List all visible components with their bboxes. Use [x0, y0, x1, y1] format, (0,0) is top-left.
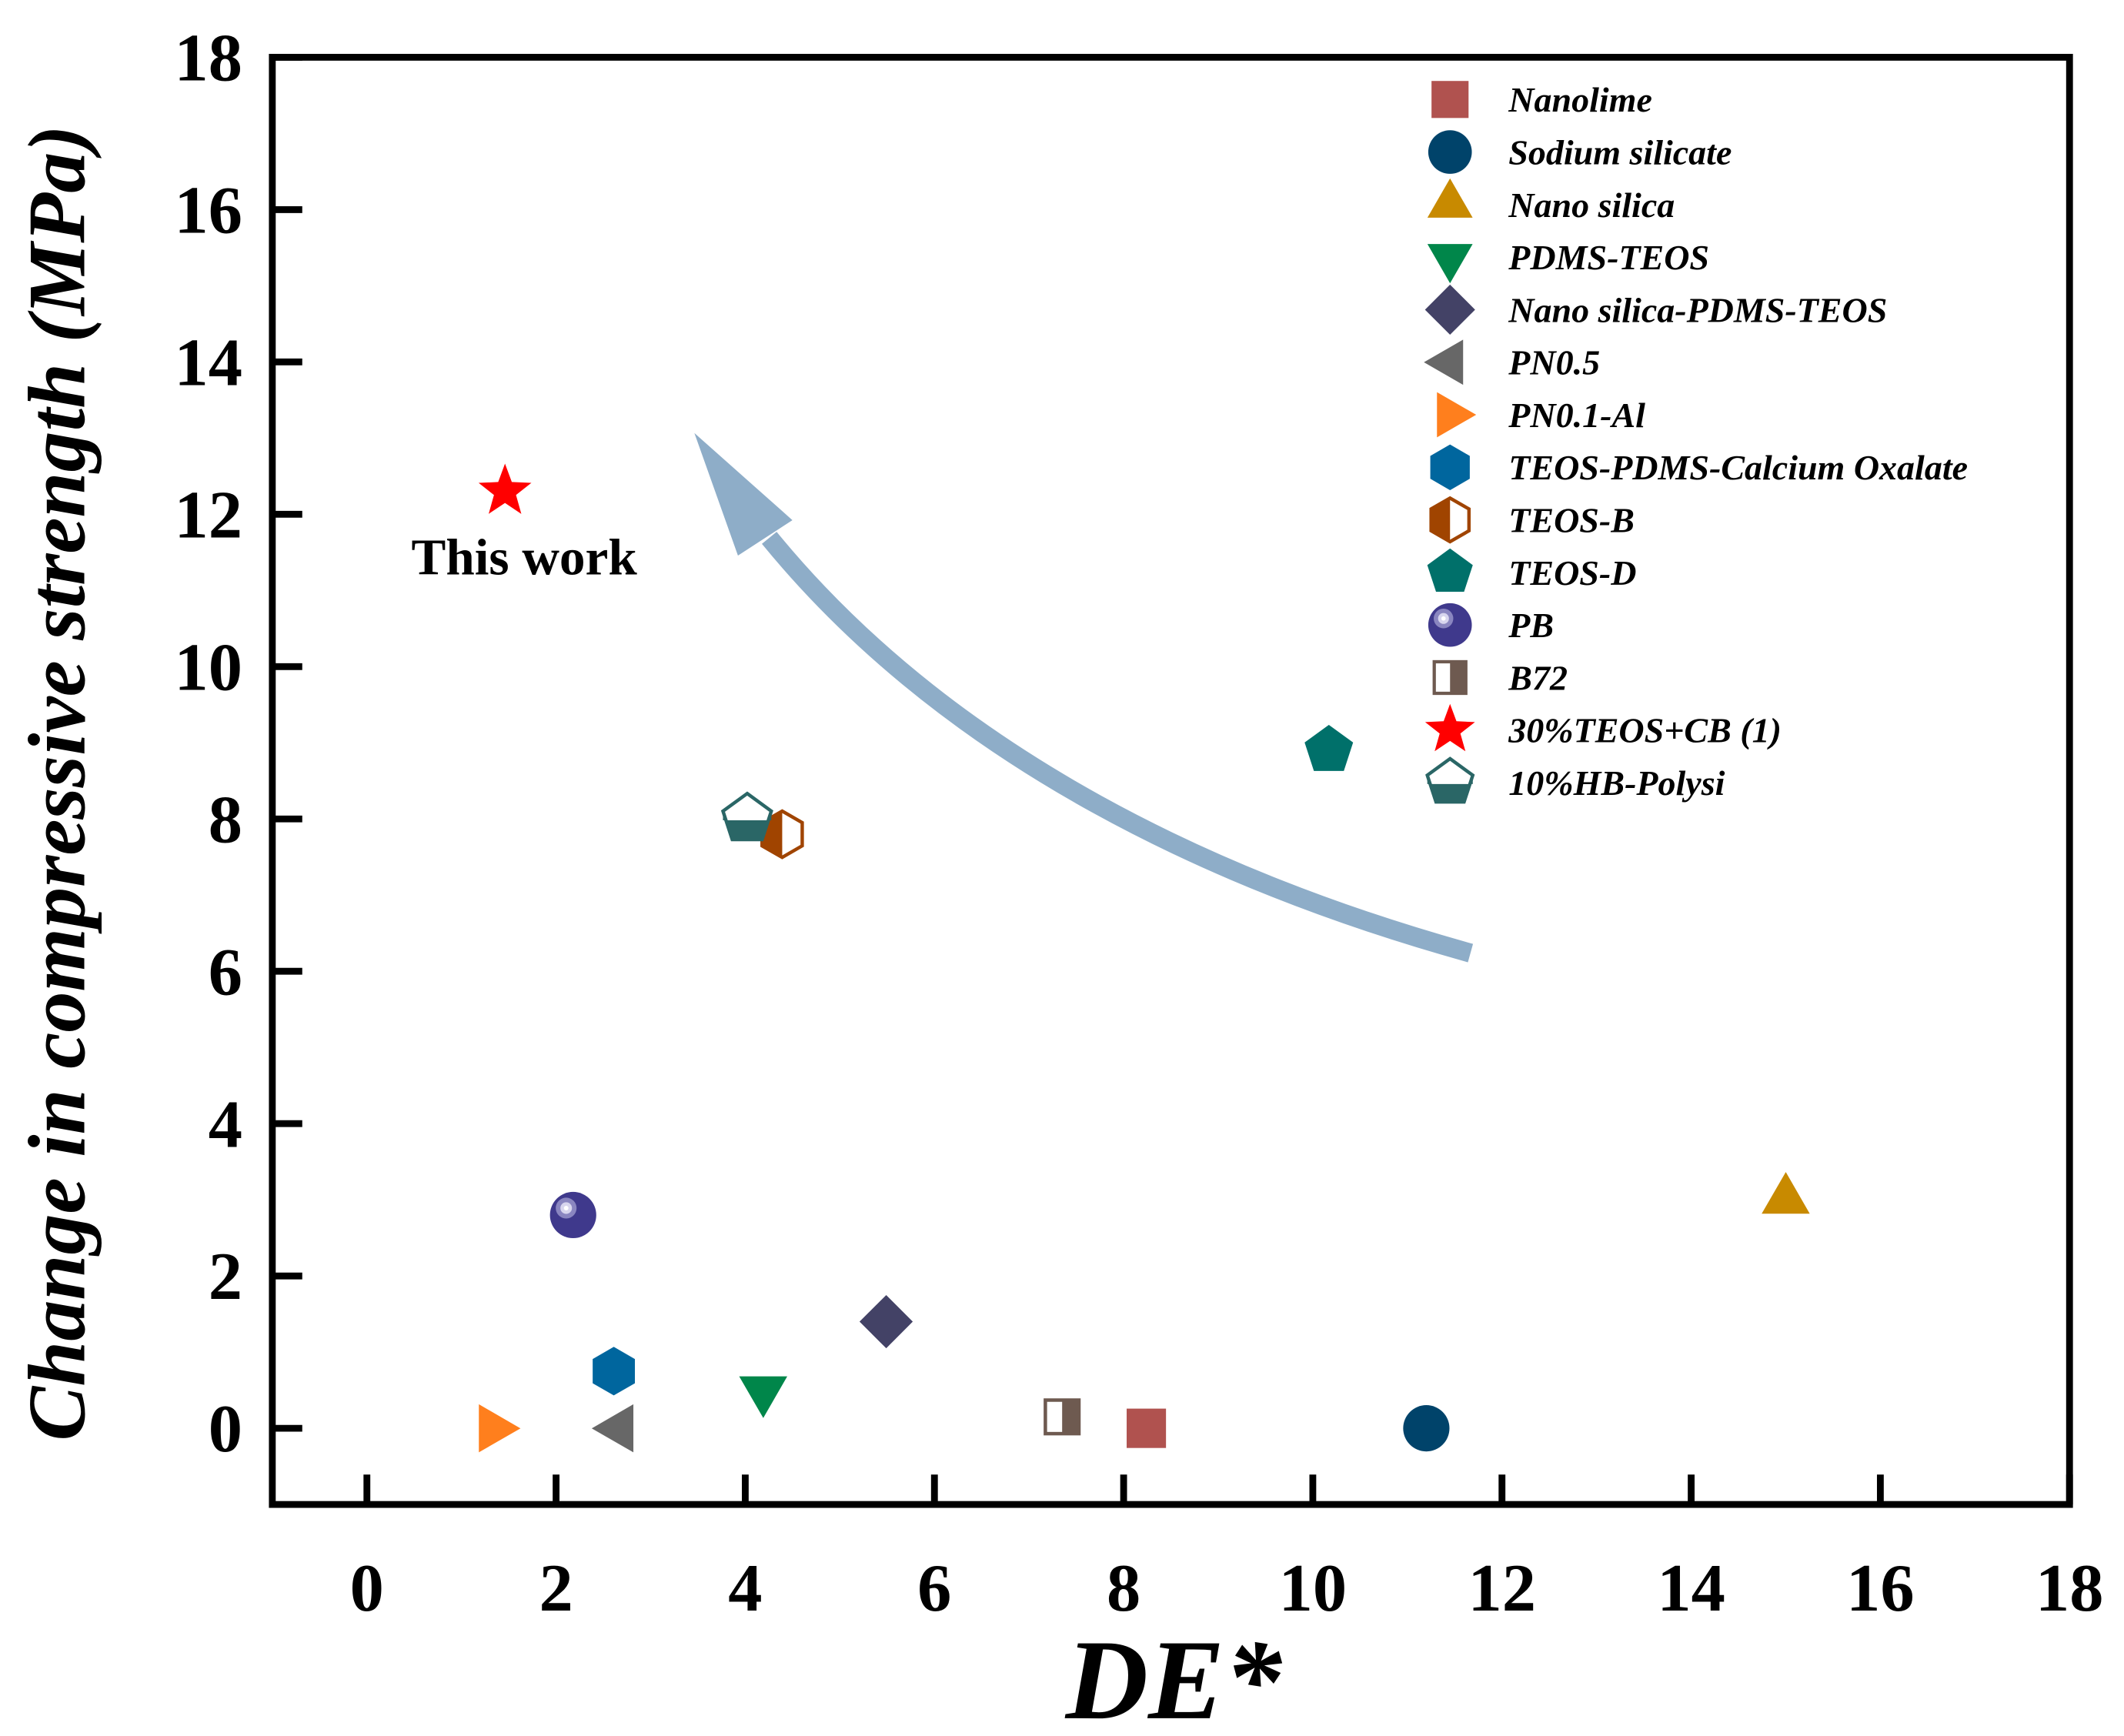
- pdms-teos-marker: [739, 1376, 787, 1418]
- pn0-1-al-marker: [479, 1404, 521, 1453]
- legend-label: PN0.1-Al: [1508, 396, 1645, 435]
- nano-silica-marker: [1427, 178, 1473, 218]
- x-tick-label: 8: [1107, 1551, 1140, 1626]
- y-tick-label: 12: [174, 477, 242, 553]
- nano-silica-pdms-teos-marker: [859, 1295, 913, 1349]
- trend-arrow-shaft: [762, 532, 1474, 963]
- legend-label: B72: [1508, 658, 1568, 697]
- b72-marker: [1432, 659, 1468, 696]
- legend-label: TEOS-D: [1508, 553, 1636, 593]
- nano-silica-marker: [1762, 1172, 1810, 1214]
- nano-silica-pdms-teos-marker: [1424, 284, 1475, 335]
- nanolime-marker: [1127, 1408, 1167, 1448]
- y-tick-label: 16: [174, 172, 242, 248]
- legend-label: PDMS-TEOS: [1508, 238, 1709, 277]
- legend-item: PN0.5: [1424, 339, 1600, 386]
- legend-label: Nano silica: [1508, 185, 1675, 225]
- legend-item: TEOS-PDMS-Calcium Oxalate: [1430, 444, 1968, 491]
- 30-teos-cb-1--marker: [478, 463, 532, 514]
- y-tick-label: 2: [209, 1239, 242, 1314]
- x-tick-label: 18: [2036, 1551, 2103, 1626]
- sodium-silicate-marker: [1403, 1405, 1450, 1452]
- teos-pdms-calcium-oxalate-marker: [1430, 444, 1470, 491]
- pn0-1-al-marker: [1437, 392, 1477, 438]
- x-tick-label: 14: [1657, 1551, 1725, 1626]
- legend-item: Nano silica-PDMS-TEOS: [1424, 284, 1887, 335]
- annotation-this-work: This work: [412, 529, 638, 586]
- legend-item: PB: [1428, 603, 1554, 647]
- x-tick-label: 16: [1846, 1551, 1914, 1626]
- teos-b-marker: [1429, 496, 1471, 544]
- x-tick-label: 2: [539, 1551, 573, 1626]
- plot-frame: [269, 54, 2073, 1508]
- x-axis-label: DE*: [1064, 1617, 1283, 1736]
- 10-hb-polysi-marker: [720, 791, 773, 842]
- legend: Nanolime Sodium silicate Nano silica PDMS-T…: [1424, 80, 1968, 804]
- x-tick-label: 10: [1279, 1551, 1347, 1626]
- legend-item: 10%HB-Polysi: [1425, 756, 1725, 804]
- pdms-teos-marker: [1427, 244, 1473, 284]
- y-tick-label: 18: [174, 21, 242, 96]
- legend-item: Nanolime: [1431, 80, 1652, 119]
- x-tick-label: 6: [917, 1551, 951, 1626]
- legend-item: B72: [1432, 658, 1568, 697]
- legend-label: Nanolime: [1508, 80, 1652, 119]
- axis-ticks: 0 2 4 6 8 10 12 14 16 18 0 2 4 6 8 10 12 14 16 18: [174, 21, 2103, 1627]
- legend-item: TEOS-D: [1427, 548, 1636, 593]
- legend-label: PN0.5: [1508, 343, 1600, 382]
- legend-label: TEOS-B: [1508, 501, 1635, 540]
- legend-item: 30%TEOS+CB (1): [1424, 703, 1782, 752]
- teos-pdms-calcium-oxalate-marker: [593, 1347, 635, 1396]
- x-tick-label: 4: [728, 1551, 762, 1626]
- 10-hb-polysi-marker: [1425, 756, 1475, 804]
- 30-teos-cb-1--marker: [1424, 703, 1475, 752]
- teos-d-marker: [1304, 725, 1354, 771]
- data-points: [478, 463, 1810, 1453]
- sodium-silicate-marker: [1428, 130, 1472, 174]
- teos-d-marker: [1427, 548, 1473, 593]
- y-tick-label: 0: [209, 1391, 242, 1467]
- b72-marker: [1044, 1398, 1081, 1436]
- y-tick-label: 8: [209, 782, 242, 857]
- trend-arrow: [694, 432, 1474, 963]
- nanolime-marker: [1431, 81, 1469, 119]
- pn0-5-marker: [1424, 339, 1464, 386]
- legend-label: Nano silica-PDMS-TEOS: [1508, 290, 1887, 329]
- legend-item: Sodium silicate: [1428, 130, 1732, 174]
- y-tick-label: 6: [209, 934, 242, 1010]
- legend-item: TEOS-B: [1429, 496, 1635, 544]
- pb-marker: [549, 1191, 596, 1239]
- legend-label: 30%TEOS+CB (1): [1508, 711, 1782, 750]
- legend-label: 10%HB-Polysi: [1508, 763, 1725, 803]
- legend-label: PB: [1508, 606, 1554, 645]
- legend-label: TEOS-PDMS-Calcium Oxalate: [1508, 448, 1968, 487]
- y-tick-label: 14: [174, 325, 242, 400]
- pn0-5-marker: [591, 1404, 634, 1453]
- pb-marker: [1428, 603, 1472, 647]
- legend-item: PN0.1-Al: [1437, 392, 1645, 438]
- legend-item: PDMS-TEOS: [1427, 238, 1709, 284]
- legend-item: Nano silica: [1427, 178, 1675, 225]
- x-tick-label: 12: [1468, 1551, 1536, 1626]
- y-tick-label: 4: [209, 1087, 242, 1162]
- y-axis-label: Change in compressive strength (MPa): [12, 125, 102, 1441]
- trend-arrow-head: [694, 432, 793, 556]
- legend-label: Sodium silicate: [1508, 132, 1732, 172]
- y-tick-label: 10: [174, 629, 242, 705]
- x-tick-label: 0: [350, 1551, 384, 1626]
